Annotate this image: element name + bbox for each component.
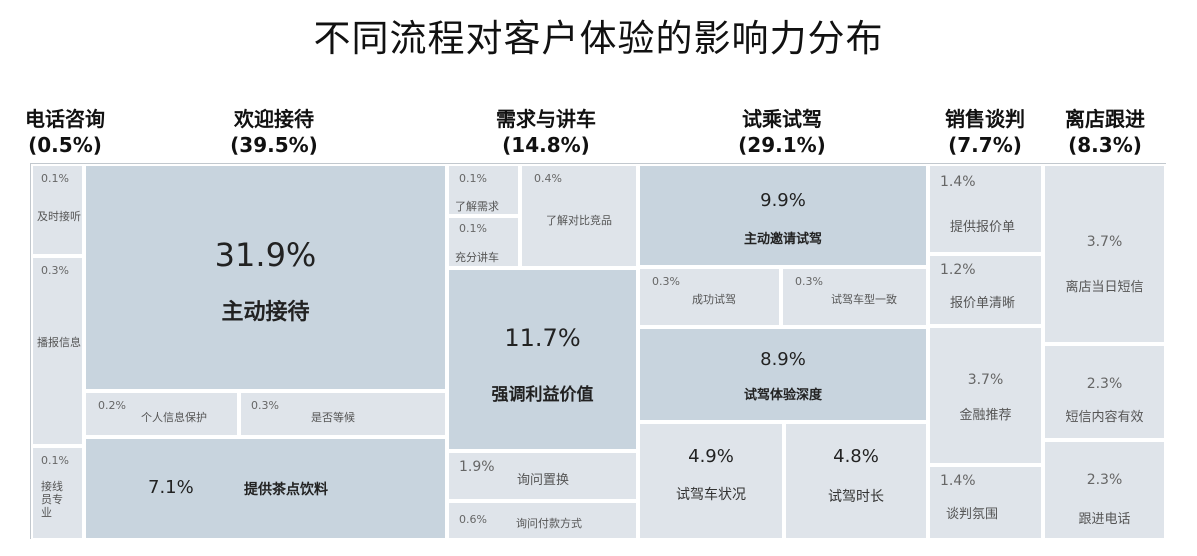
cell-label: 强调利益价值 [491,385,594,405]
cell-label: 询问置换 [517,473,570,488]
group-name: 需求与讲车 [496,107,596,131]
cell-label: 试驾车型一致 [831,293,897,306]
treemap-cell: 1.2% 报价单清晰 [928,254,1043,326]
cell-value: 1.4% [940,174,976,190]
treemap-cell: 8.9% 试驾体验深度 [638,327,928,422]
cell-value: 0.3% [251,399,279,412]
treemap-cell: 4.8% 试驾时长 [784,422,928,540]
cell-label: 提供茶点饮料 [244,482,328,498]
cell-label: 报价单清晰 [950,296,1016,311]
treemap-cell: 0.3% 是否等候 [239,391,447,437]
cell-value: 0.6% [459,513,487,526]
group-name: 电话咨询 [25,107,105,131]
treemap: 0.1% 及时接听 0.3% 播报信息 0.1% 接线员专业 31.9% 主动接… [30,163,1166,540]
cell-label: 接线员专业 [41,480,63,519]
treemap-cell: 0.1% 接线员专业 [31,446,84,540]
cell-label: 提供报价单 [950,220,1016,235]
treemap-cell: 0.1% 充分讲车 [447,216,520,268]
group-header-needs: 需求与讲车 (14.8%) [446,106,646,158]
group-name: 欢迎接待 [234,107,314,131]
cell-value: 31.9% [214,236,317,274]
cell-label: 播报信息 [37,336,81,349]
group-header-phone: 电话咨询 (0.5%) [10,106,120,158]
group-name: 离店跟进 [1065,107,1145,131]
cell-label: 成功试驾 [692,293,736,306]
group-header-testdrive: 试乘试驾 (29.1%) [682,106,882,158]
treemap-cell: 2.3% 短信内容有效 [1043,344,1166,440]
cell-label: 充分讲车 [455,251,499,264]
cell-value: 0.3% [652,275,680,288]
cell-label: 离店当日短信 [1065,280,1144,295]
group-share: (0.5%) [28,133,102,157]
group-share: (8.3%) [1068,133,1142,157]
cell-value: 0.1% [41,172,69,185]
treemap-cell: 0.1% 及时接听 [31,164,84,256]
cell-value: 1.2% [940,262,976,278]
group-header-negotiation: 销售谈判 (7.7%) [925,106,1045,158]
cell-value: 1.9% [459,459,495,475]
treemap-cell: 4.9% 试驾车状况 [638,422,784,540]
cell-value: 3.7% [967,372,1004,388]
treemap-cell: 0.3% 试驾车型一致 [781,267,928,327]
cell-label: 试驾车状况 [676,487,746,503]
cell-label: 主动邀请试驾 [743,232,822,247]
cell-label: 试驾体验深度 [743,388,822,403]
cell-label: 试驾时长 [828,489,884,505]
cell-value: 8.9% [760,349,806,370]
treemap-cell: 1.9% 询问置换 [447,451,638,501]
chart-title: 不同流程对客户体验的影响力分布 [313,17,884,60]
group-name: 销售谈判 [945,107,1025,131]
group-share: (14.8%) [502,133,590,157]
treemap-cell: 2.3% 跟进电话 [1043,440,1166,540]
cell-label: 询问付款方式 [516,517,582,530]
cell-label: 金融推荐 [959,408,1012,423]
cell-label: 跟进电话 [1078,512,1131,527]
cell-label: 及时接听 [37,210,81,223]
treemap-cell: 7.1% 提供茶点饮料 [84,437,447,540]
treemap-cell: 1.4% 谈判氛围 [928,465,1043,540]
cell-value: 4.9% [688,446,734,467]
treemap-cell: 0.3% 成功试驾 [638,267,781,327]
treemap-cell: 31.9% 主动接待 [84,164,447,391]
treemap-cell: 9.9% 主动邀请试驾 [638,164,928,267]
treemap-cell: 0.1% 了解需求 [447,164,520,216]
cell-value: 3.7% [1086,234,1123,250]
cell-label: 个人信息保护 [141,411,207,424]
treemap-cell: 0.4% 了解对比竞品 [520,164,638,268]
treemap-cell: 11.7% 强调利益价值 [447,268,638,451]
cell-label: 了解对比竞品 [546,214,612,227]
cell-value: 1.4% [940,473,976,489]
treemap-cell: 1.4% 提供报价单 [928,164,1043,254]
cell-value: 2.3% [1086,376,1123,392]
group-share: (7.7%) [948,133,1022,157]
cell-value: 9.9% [760,190,806,211]
cell-value: 0.4% [534,172,562,185]
cell-value: 4.8% [833,446,879,467]
treemap-cell: 0.6% 询问付款方式 [447,501,638,540]
cell-value: 7.1% [148,477,194,498]
cell-value: 2.3% [1086,472,1123,488]
group-name: 试乘试驾 [742,107,822,131]
treemap-cell: 0.3% 播报信息 [31,256,84,446]
treemap-cell: 3.7% 离店当日短信 [1043,164,1166,344]
cell-value: 0.1% [41,454,69,467]
cell-value: 0.1% [459,172,487,185]
cell-label: 谈判氛围 [946,507,999,522]
cell-value: 0.3% [41,264,69,277]
group-header-followup: 离店跟进 (8.3%) [1045,106,1165,158]
cell-label: 了解需求 [455,200,499,213]
cell-value: 0.3% [795,275,823,288]
cell-label: 短信内容有效 [1065,410,1144,425]
treemap-cell: 3.7% 金融推荐 [928,326,1043,465]
cell-label: 主动接待 [221,300,310,325]
treemap-cell: 0.2% 个人信息保护 [84,391,239,437]
group-share: (39.5%) [230,133,318,157]
cell-value: 11.7% [504,324,581,352]
group-share: (29.1%) [738,133,826,157]
cell-value: 0.1% [459,222,487,235]
cell-value: 0.2% [98,399,126,412]
cell-label: 是否等候 [311,411,355,424]
group-header-welcome: 欢迎接待 (39.5%) [174,106,374,158]
